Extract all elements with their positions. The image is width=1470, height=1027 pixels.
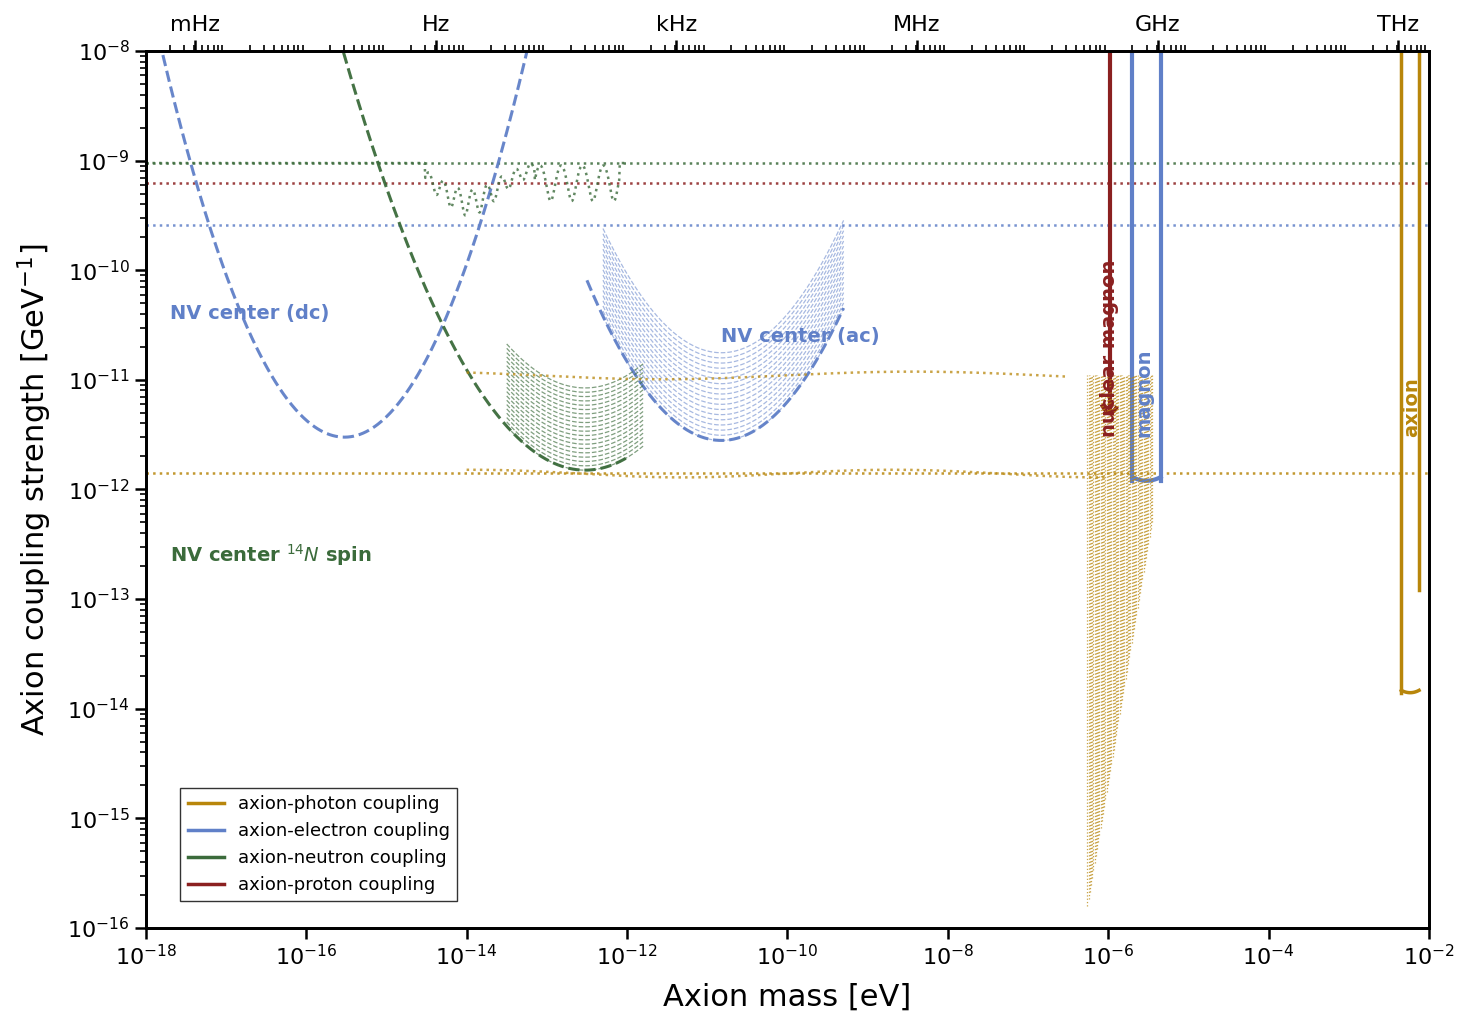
Text: NV center $^{14}N$ spin: NV center $^{14}N$ spin: [171, 542, 372, 568]
Text: magnon: magnon: [1135, 348, 1154, 438]
Text: NV center (ac): NV center (ac): [722, 327, 881, 346]
Y-axis label: Axion coupling strength [GeV$^{-1}$]: Axion coupling strength [GeV$^{-1}$]: [15, 243, 53, 735]
Text: NV center (dc): NV center (dc): [171, 304, 329, 324]
Text: axion: axion: [1402, 377, 1421, 438]
Legend: axion-photon coupling, axion-electron coupling, axion-neutron coupling, axion-pr: axion-photon coupling, axion-electron co…: [181, 788, 457, 902]
Text: nuclear magnon: nuclear magnon: [1101, 260, 1120, 438]
X-axis label: Axion mass [eV]: Axion mass [eV]: [663, 983, 911, 1012]
